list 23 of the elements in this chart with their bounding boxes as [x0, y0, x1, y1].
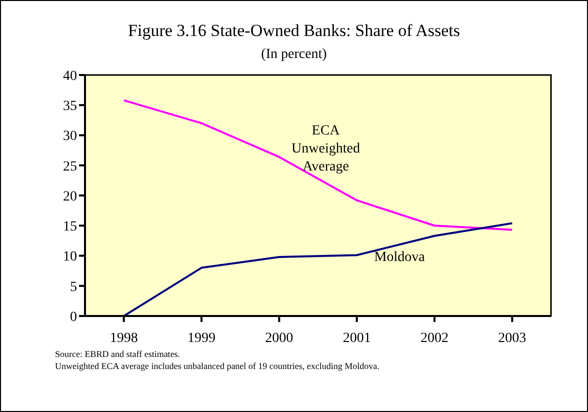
series-label: Moldova: [374, 250, 426, 265]
line-series: [122, 222, 514, 316]
series-label: ECA Unweighted Average: [292, 123, 360, 174]
y-tick-label: 20: [63, 189, 77, 204]
y-tick-label: 15: [63, 220, 77, 235]
y-tick-label: 0: [70, 310, 77, 325]
y-tick-label: 25: [63, 159, 77, 174]
chart-subtitle: (In percent): [260, 47, 328, 63]
text: Unweighted ECA average includes unbalanced panel of 19 countries, excluding Moldova.: [55, 360, 380, 372]
x-tick-label: 1999: [188, 330, 216, 346]
y-tick-label: 40: [63, 68, 77, 84]
y-tick-label: 5: [70, 280, 77, 295]
y-tick-label: 30: [63, 129, 77, 144]
source-note: Source: EBRD and staff estimates.: [55, 348, 182, 360]
x-tick-label: 2003: [498, 330, 526, 346]
y-tick-label: 10: [63, 250, 77, 265]
x-tick-label: 2001: [342, 330, 371, 346]
y-tick-label: 35: [63, 99, 77, 114]
line-series: [122, 99, 514, 231]
chart-title: Figure 3.16 State-Owned Banks: Share of Assets: [127, 21, 461, 41]
x-tick-label: 2000: [265, 330, 294, 346]
x-tick-label: 1998: [110, 330, 138, 346]
x-tick-label: 2002: [420, 330, 448, 346]
